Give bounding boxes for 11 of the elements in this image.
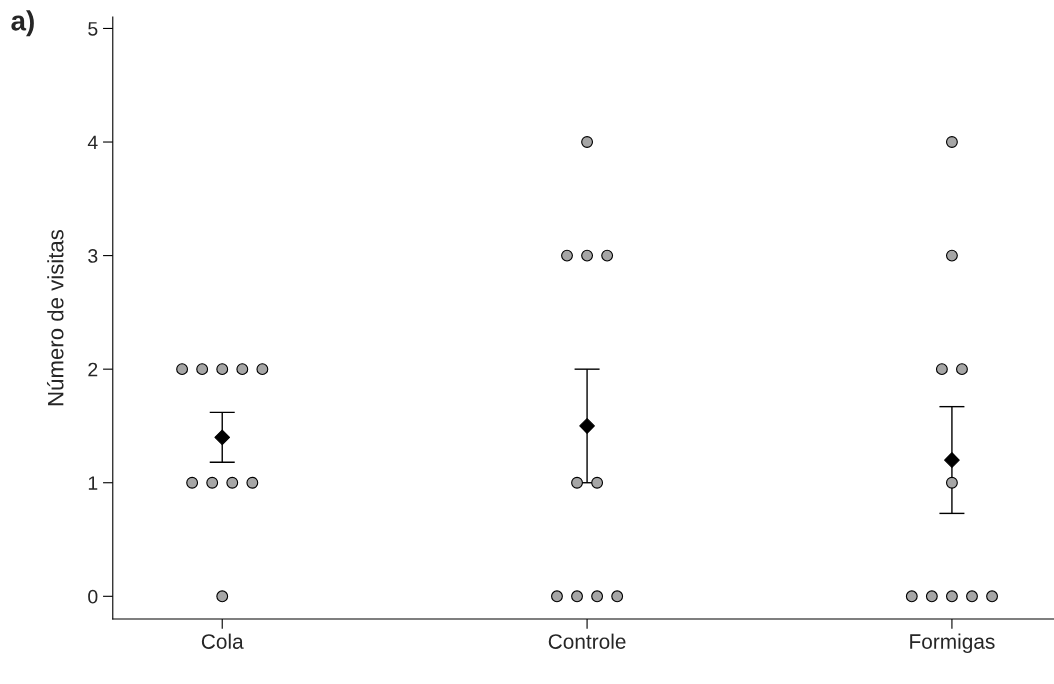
y-axis-title: Número de visitas xyxy=(46,229,64,406)
x-tick-label: Cola xyxy=(201,633,244,649)
text: a) xyxy=(11,10,34,37)
y-tick-label: 5 xyxy=(88,22,98,36)
y-tick-label: 0 xyxy=(88,589,98,604)
x-tick-label: Controle xyxy=(548,633,626,649)
y-tick-label: 1 xyxy=(88,476,98,490)
x-tick-label: Formigas xyxy=(910,633,995,654)
y-tick-label: 2 xyxy=(88,362,98,377)
y-tick-label: 4 xyxy=(87,135,98,150)
y-tick-label: 3 xyxy=(88,249,98,263)
